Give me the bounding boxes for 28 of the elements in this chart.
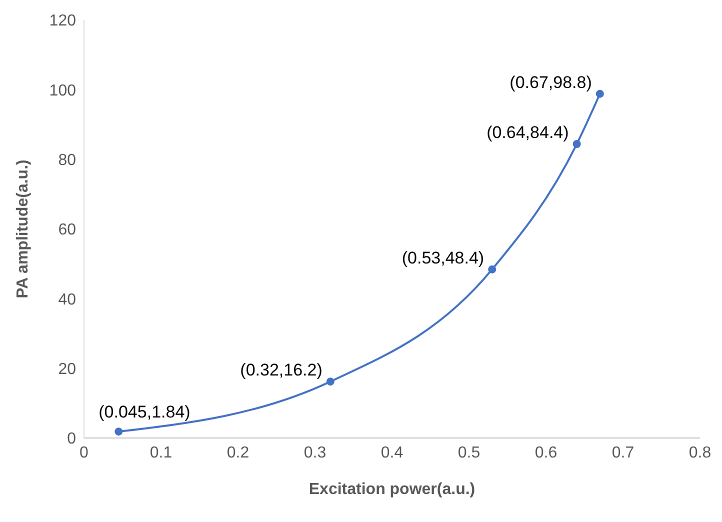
y-tick-label: 60 [58,222,76,239]
y-axis-title: PA amplitude(a.u.) [14,160,32,298]
data-label: (0.045,1.84) [98,402,190,422]
y-tick-label: 100 [49,82,76,100]
y-tick-label: 0 [67,430,76,448]
data-label: (0.67,98.8) [510,72,592,92]
x-tick-label: 0.4 [380,444,404,462]
point [114,428,123,436]
point [488,265,496,274]
x-tick-label: 0.6 [534,444,558,462]
y-tick-label: 20 [58,361,76,378]
point [596,90,604,98]
point [326,378,334,386]
data-label: (0.53,48.4) [402,248,484,268]
data-label: (0.64,84.4) [486,123,569,142]
y-tick-label: 120 [49,12,76,30]
x-tick-label: 0.8 [688,444,712,462]
x-tick-label: 0.1 [150,444,172,462]
y-tick-label: 80 [58,152,76,170]
data-label: (0.32,16.2) [240,360,322,380]
point [572,140,581,148]
x-tick-label: 0.2 [226,444,250,462]
x-tick-label: 0.3 [304,444,326,462]
x-tick-label: 0.5 [458,444,480,462]
x-tick-label: 0 [80,444,89,462]
x-tick-label: 0.7 [612,444,634,462]
x-axis-title: Excitation power(a.u.) [308,481,476,498]
y-tick-label: 40 [58,291,76,308]
